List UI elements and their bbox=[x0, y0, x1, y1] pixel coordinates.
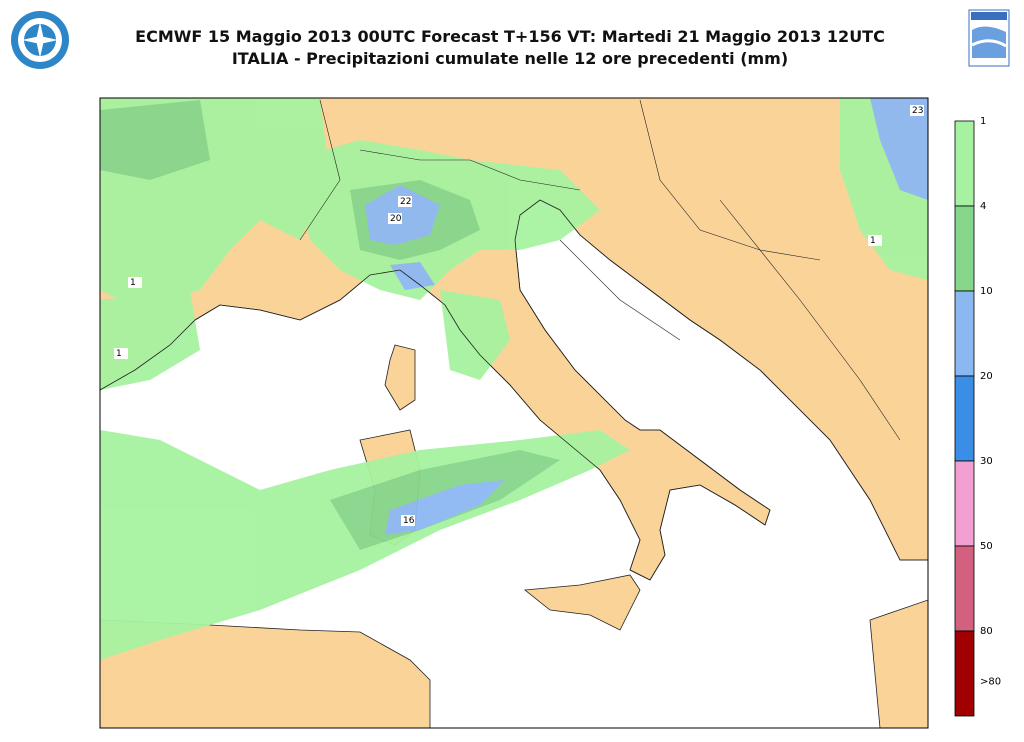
legend-label: >80 bbox=[980, 677, 1001, 688]
legend-label: 20 bbox=[980, 371, 993, 382]
map-label: 23 bbox=[912, 106, 923, 116]
legend-label: 30 bbox=[980, 456, 993, 467]
logo-right bbox=[968, 9, 1010, 67]
map-label: 1 bbox=[130, 278, 136, 288]
map-label: 1 bbox=[870, 236, 876, 246]
map-label-box bbox=[401, 515, 415, 526]
legend-swatch bbox=[954, 460, 975, 547]
map-label-box bbox=[398, 196, 412, 207]
legend-label: 80 bbox=[980, 626, 993, 637]
legend-swatch bbox=[954, 205, 975, 292]
map-label-box bbox=[910, 105, 924, 116]
title: ECMWF 15 Maggio 2013 00UTC Forecast T+15… bbox=[135, 27, 885, 46]
map-label: 1 bbox=[116, 349, 122, 359]
map-label-box bbox=[388, 213, 402, 224]
subtitle: ITALIA - Precipitazioni cumulate nelle 1… bbox=[232, 49, 788, 68]
map-labels: 23 20 22 16 1 1 1 bbox=[114, 105, 924, 526]
legend-label: 50 bbox=[980, 541, 993, 552]
legend-label: 10 bbox=[980, 286, 993, 297]
legend-label: 1 bbox=[980, 116, 986, 127]
map-label: 16 bbox=[403, 516, 415, 526]
legend-swatch bbox=[954, 545, 975, 632]
legend-swatch bbox=[954, 290, 975, 377]
legend-swatch bbox=[954, 375, 975, 462]
map bbox=[99, 97, 929, 729]
map-label-box bbox=[128, 277, 142, 288]
legend-label: 4 bbox=[980, 201, 986, 212]
logo-left bbox=[11, 11, 69, 69]
map-label-box bbox=[868, 235, 882, 246]
legend: 1 4 10 20 30 50 80 >80 bbox=[954, 116, 1001, 717]
map-label: 22 bbox=[400, 197, 411, 207]
legend-swatch bbox=[954, 630, 975, 717]
legend-swatch bbox=[954, 120, 975, 207]
map-label: 20 bbox=[390, 214, 402, 224]
map-label-box bbox=[114, 348, 128, 359]
